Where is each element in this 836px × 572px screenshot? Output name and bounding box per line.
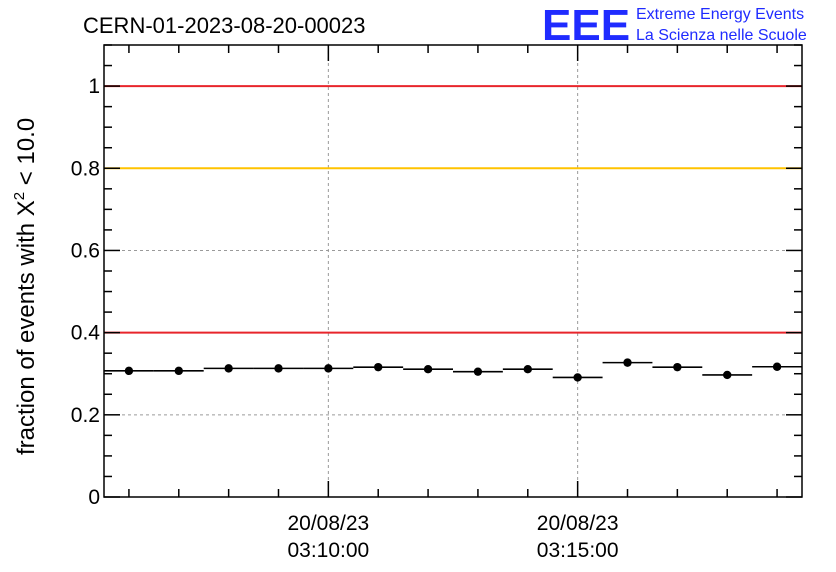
plot-border — [103, 44, 803, 498]
data-point — [174, 366, 183, 376]
data-point — [324, 364, 333, 373]
data-point — [772, 362, 782, 371]
data-point — [124, 366, 134, 376]
grid-lines — [104, 45, 802, 497]
data-point — [374, 362, 383, 372]
x-tick-label-date: 20/08/23 — [287, 512, 369, 535]
plot-frame — [103, 44, 803, 498]
data-point — [423, 365, 433, 374]
data-point — [523, 365, 532, 374]
eee-logo: EEE — [542, 1, 630, 50]
y-tick-label: 0.6 — [71, 239, 100, 262]
data-point — [623, 358, 632, 367]
logo-line-2: La Scienza nelle Scuole — [636, 27, 807, 44]
x-tick-label-time: 03:15:00 — [537, 539, 619, 562]
y-tick-label: 0.2 — [71, 404, 100, 427]
axis-ticks — [104, 44, 802, 498]
y-tick-label: 0 — [88, 486, 100, 509]
data-point — [274, 364, 283, 373]
x-tick-label-time: 03:10:00 — [287, 539, 369, 562]
data-point — [723, 370, 732, 380]
x-tick-label-date: 20/08/23 — [537, 512, 619, 535]
data-point — [673, 362, 682, 372]
chart-title: CERN-01-2023-08-20-00023 — [83, 13, 366, 38]
data-point — [473, 367, 483, 376]
y-tick-label: 1 — [88, 75, 100, 98]
data-point — [573, 373, 582, 382]
y-tick-label: 0.4 — [71, 322, 101, 345]
y-tick-label: 0.8 — [71, 157, 100, 180]
y-axis-label-main: fraction of events with X — [13, 200, 40, 455]
y-axis-label: fraction of events with X2 < 10.0 — [11, 118, 40, 455]
y-axis-label-tail: < 10.0 — [13, 118, 40, 192]
tick-labels: 0 0.2 0.4 0.6 0.8 1 20/08/23 03:10:00 20/08/23 03… — [71, 75, 619, 562]
reference-lines — [104, 85, 802, 334]
data-point — [224, 364, 233, 373]
data-series — [104, 358, 802, 382]
y-axis-label-sup: 2 — [11, 192, 28, 200]
logo-line-1: Extreme Energy Events — [636, 6, 804, 23]
